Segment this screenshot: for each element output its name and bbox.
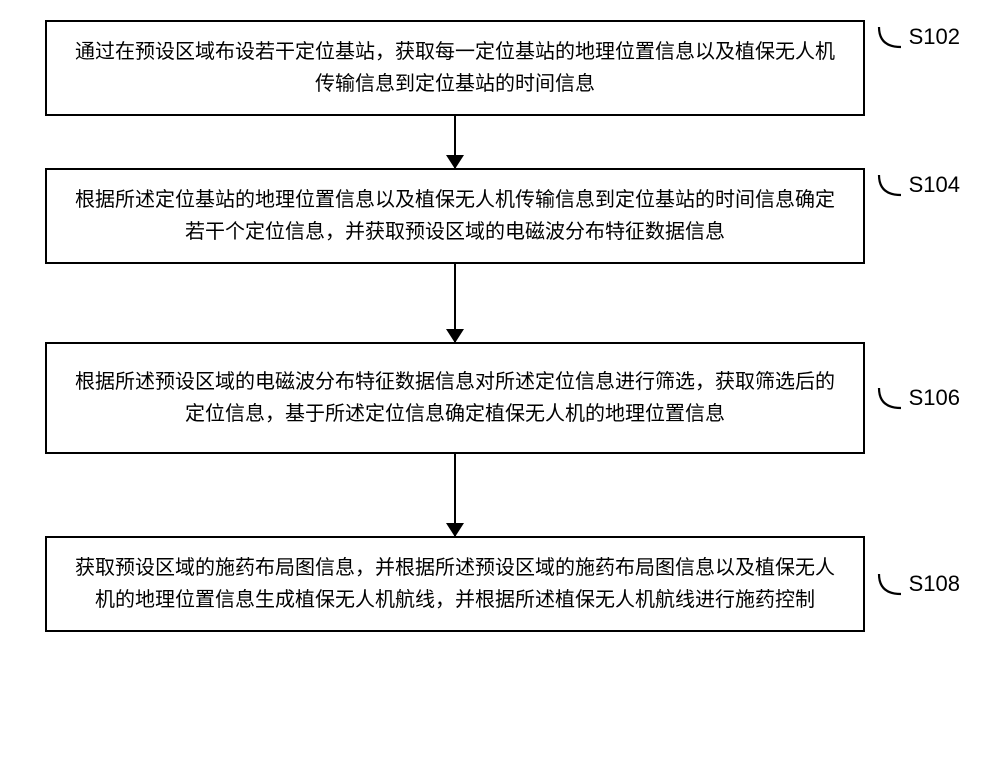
bracket-icon [877,386,903,410]
flowchart-container: 通过在预设区域布设若干定位基站，获取每一定位基站的地理位置信息以及植保无人机传输… [40,20,960,632]
arrow-icon [454,264,457,342]
step-box: 获取预设区域的施药布局图信息，并根据所述预设区域的施药布局图信息以及植保无人机的… [45,536,865,632]
bracket-icon [877,572,903,596]
arrow-icon [454,454,457,536]
step-row: 通过在预设区域布设若干定位基站，获取每一定位基站的地理位置信息以及植保无人机传输… [40,20,960,116]
step-row: 根据所述定位基站的地理位置信息以及植保无人机传输信息到定位基站的时间信息确定若干… [40,168,960,264]
step-box: 根据所述预设区域的电磁波分布特征数据信息对所述定位信息进行筛选，获取筛选后的定位… [45,342,865,454]
step-text: 通过在预设区域布设若干定位基站，获取每一定位基站的地理位置信息以及植保无人机传输… [75,41,835,95]
step-label-col: S104 [870,172,960,198]
bracket-icon [877,25,903,49]
step-text: 根据所述预设区域的电磁波分布特征数据信息对所述定位信息进行筛选，获取筛选后的定位… [75,371,835,425]
step-row: 根据所述预设区域的电磁波分布特征数据信息对所述定位信息进行筛选，获取筛选后的定位… [40,342,960,454]
step-text: 获取预设区域的施药布局图信息，并根据所述预设区域的施药布局图信息以及植保无人机的… [75,557,835,611]
step-label-col: S108 [870,571,960,597]
arrow-row [40,454,960,536]
step-label: S104 [909,172,960,198]
arrow-row [40,116,960,168]
step-label-col: S106 [870,385,960,411]
arrow-icon [454,116,457,168]
step-label: S108 [909,571,960,597]
bracket-icon [877,173,903,197]
arrow-row [40,264,960,342]
step-box: 根据所述定位基站的地理位置信息以及植保无人机传输信息到定位基站的时间信息确定若干… [45,168,865,264]
step-label: S106 [909,385,960,411]
step-label-col: S102 [870,24,960,50]
step-label: S102 [909,24,960,50]
step-text: 根据所述定位基站的地理位置信息以及植保无人机传输信息到定位基站的时间信息确定若干… [75,189,835,243]
step-box: 通过在预设区域布设若干定位基站，获取每一定位基站的地理位置信息以及植保无人机传输… [45,20,865,116]
step-row: 获取预设区域的施药布局图信息，并根据所述预设区域的施药布局图信息以及植保无人机的… [40,536,960,632]
